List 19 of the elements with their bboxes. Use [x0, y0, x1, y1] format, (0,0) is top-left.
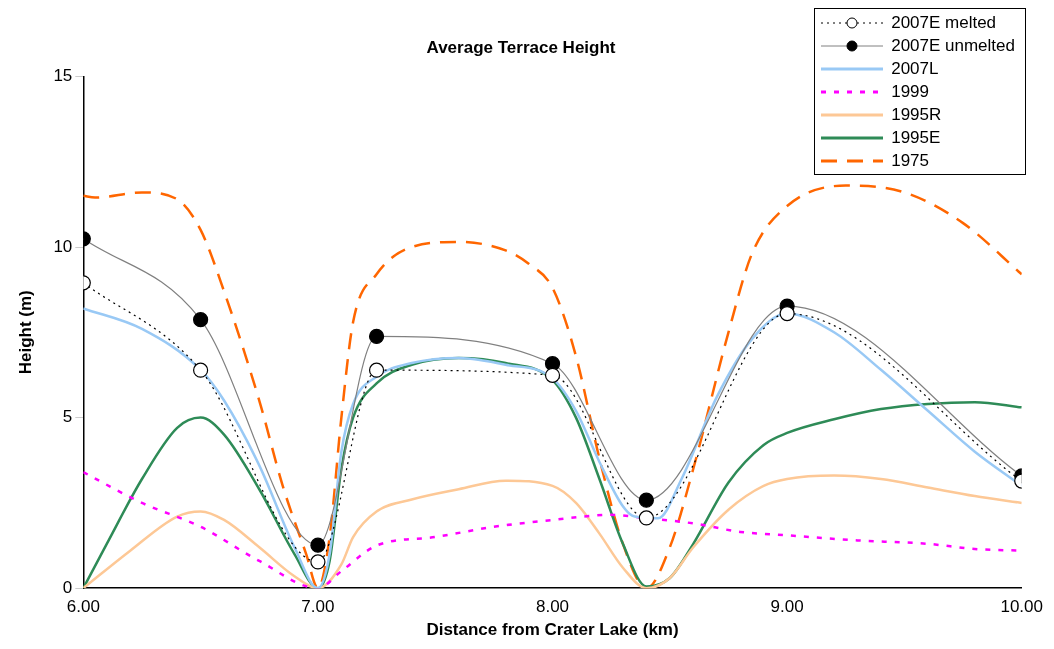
y-tick-label: 5	[62, 407, 73, 427]
legend-label: 1999	[891, 81, 929, 103]
x-tick-label: 9.00	[770, 597, 804, 617]
x-tick-label: 6.00	[66, 597, 100, 617]
chart-title: Average Terrace Height	[426, 37, 616, 57]
legend-label: 2007L	[891, 58, 939, 80]
y-axis-title: Height (m)	[15, 290, 35, 375]
x-tick-label: 8.00	[535, 597, 570, 617]
legend-label: 2007E unmelted	[891, 35, 1015, 57]
y-tick-label: 15	[53, 66, 73, 86]
legend-label: 1995R	[891, 104, 942, 126]
x-tick-label: 7.00	[301, 597, 335, 617]
legend-label: 1975	[891, 150, 929, 172]
legend-label: 1995E	[891, 127, 941, 149]
x-axis-title: Distance from Crater Lake (km)	[426, 620, 679, 640]
y-tick-label: 0	[62, 577, 73, 597]
x-tick-label: 10.00	[1000, 597, 1043, 617]
legend-label: 2007E melted	[891, 12, 997, 34]
y-tick-label: 10	[53, 236, 73, 256]
